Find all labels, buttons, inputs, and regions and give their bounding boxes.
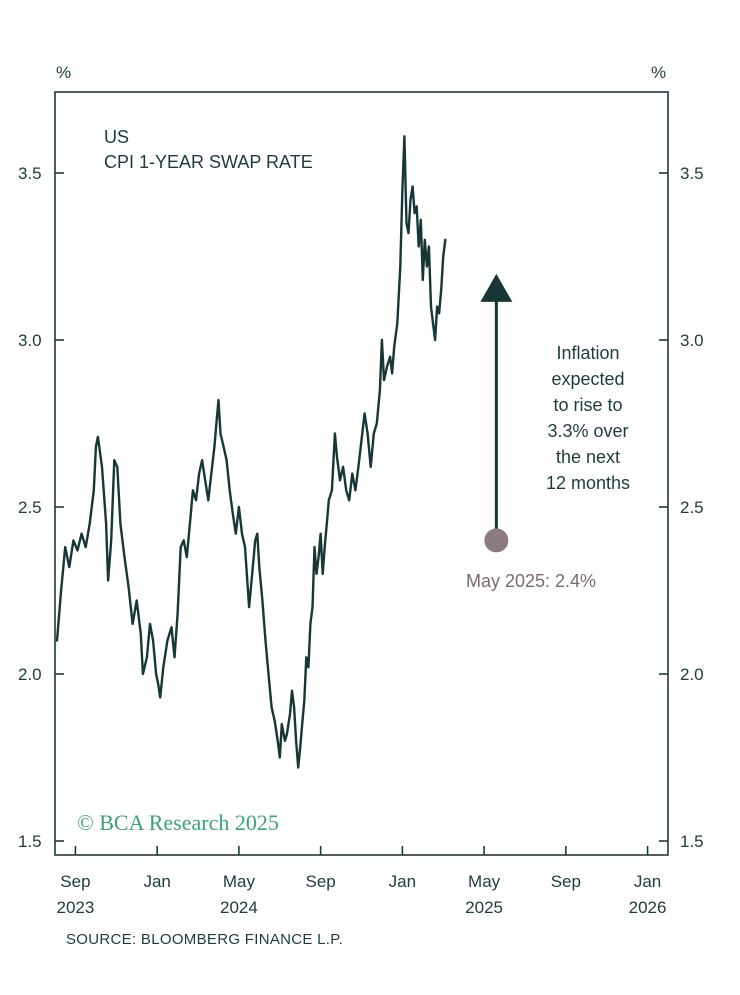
y-tick-label-left: 2.0	[18, 665, 42, 684]
marker-label: May 2025: 2.4%	[466, 571, 596, 591]
right-unit-label: %	[651, 63, 666, 82]
x-tick-label: Jan	[143, 872, 170, 891]
y-tick-label-right: 1.5	[680, 832, 704, 851]
x-tick-label: Jan	[389, 872, 416, 891]
chart-annotation: May 2025: 2.4% Inflation expected to rise t…	[466, 273, 630, 591]
y-tick-label-left: 1.5	[18, 832, 42, 851]
annotation-text-line: to rise to	[553, 395, 622, 415]
x-tick-label: May	[223, 872, 256, 891]
x-tick-year-label: 2026	[629, 898, 667, 917]
annotation-text-line: 12 months	[546, 473, 630, 493]
annotation-text-line: Inflation	[556, 343, 619, 363]
copyright-watermark: © BCA Research 2025	[77, 810, 279, 835]
chart-series	[55, 135, 447, 769]
chart-axes	[54, 91, 669, 856]
may-2025-marker	[484, 528, 509, 553]
x-tick-label: Sep	[306, 872, 336, 891]
annotation-text-line: 3.3% over	[547, 421, 628, 441]
annotation-text-line: the next	[556, 447, 620, 467]
x-tick-year-label: 2023	[57, 898, 95, 917]
y-tick-label-left: 2.5	[18, 498, 42, 517]
annotation-arrowhead	[480, 273, 513, 302]
y-tick-label-right: 2.0	[680, 665, 704, 684]
chart-title: US	[104, 127, 129, 147]
left-unit-label: %	[56, 63, 71, 82]
x-tick-year-label: 2025	[465, 898, 503, 917]
y-tick-label-left: 3.0	[18, 331, 42, 350]
y-tick-label-left: 3.5	[18, 164, 42, 183]
chart-ticks: 1.5 1.5 2.0 2.0 2.5 2.5 3.0 3.0 3.5 3.5 Sep 2023 Jan…	[18, 164, 704, 917]
chart-subtitle: CPI 1-YEAR SWAP RATE	[104, 152, 313, 172]
annotation-text-line: expected	[551, 369, 624, 389]
y-tick-label-right: 3.0	[680, 331, 704, 350]
source-note: SOURCE: BLOOMBERG FINANCE L.P.	[66, 931, 343, 948]
plot-frame	[54, 91, 669, 856]
x-tick-label: Sep	[551, 872, 581, 891]
x-tick-label: Jan	[634, 872, 661, 891]
x-tick-label: May	[468, 872, 501, 891]
x-tick-label: Sep	[60, 872, 90, 891]
series-line	[55, 135, 447, 769]
y-tick-label-right: 2.5	[680, 498, 704, 517]
x-tick-year-label: 2024	[220, 898, 258, 917]
y-tick-label-right: 3.5	[680, 164, 704, 183]
